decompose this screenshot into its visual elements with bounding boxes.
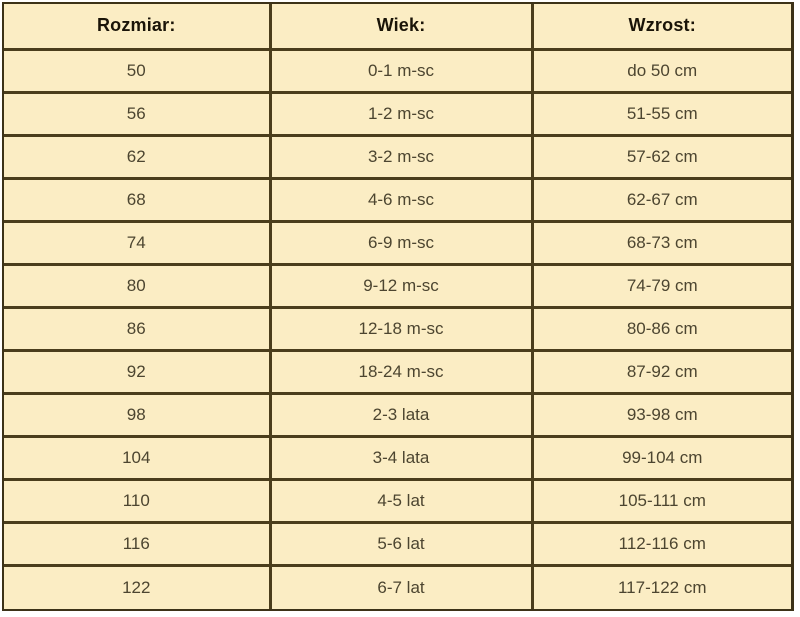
cell-size: 50 [4, 49, 272, 94]
cell-size: 86 [4, 307, 272, 352]
cell-height: 99-104 cm [532, 436, 791, 482]
column-header-wzrost: Wzrost: [532, 4, 791, 51]
table-row: 56 1-2 m-sc 51-55 cm [4, 92, 791, 137]
table-row: 74 6-9 m-sc 68-73 cm [4, 221, 791, 266]
cell-age: 1-2 m-sc [270, 92, 534, 137]
cell-age: 18-24 m-sc [270, 350, 534, 396]
table-row: 50 0-1 m-sc do 50 cm [4, 49, 791, 94]
header-row: Rozmiar: Wiek: Wzrost: [4, 4, 791, 51]
cell-age: 5-6 lat [270, 522, 534, 568]
table-row: 110 4-5 lat 105-111 cm [4, 479, 791, 525]
cell-size: 122 [4, 565, 272, 609]
cell-size: 74 [4, 221, 272, 266]
cell-height: 62-67 cm [532, 178, 791, 223]
cell-age: 3-2 m-sc [270, 135, 534, 180]
cell-height: 74-79 cm [532, 264, 791, 309]
cell-size: 104 [4, 436, 272, 482]
cell-height: do 50 cm [532, 49, 791, 94]
table-row: 68 4-6 m-sc 62-67 cm [4, 178, 791, 223]
table-row: 104 3-4 lata 99-104 cm [4, 436, 791, 482]
cell-age: 0-1 m-sc [270, 49, 534, 94]
cell-height: 105-111 cm [532, 479, 791, 525]
table-row: 80 9-12 m-sc 74-79 cm [4, 264, 791, 309]
cell-height: 93-98 cm [532, 393, 791, 439]
cell-height: 51-55 cm [532, 92, 791, 137]
cell-size: 68 [4, 178, 272, 223]
cell-size: 92 [4, 350, 272, 396]
cell-height: 112-116 cm [532, 522, 791, 568]
table-row: 116 5-6 lat 112-116 cm [4, 522, 791, 568]
table-row: 122 6-7 lat 117-122 cm [4, 565, 791, 609]
table-row: 86 12-18 m-sc 80-86 cm [4, 307, 791, 352]
cell-size: 110 [4, 479, 272, 525]
cell-age: 4-6 m-sc [270, 178, 534, 223]
cell-height: 68-73 cm [532, 221, 791, 266]
table-body: 50 0-1 m-sc do 50 cm 56 1-2 m-sc 51-55 c… [4, 49, 791, 609]
cell-height: 87-92 cm [532, 350, 791, 396]
cell-height: 57-62 cm [532, 135, 791, 180]
cell-age: 4-5 lat [270, 479, 534, 525]
table-row: 98 2-3 lata 93-98 cm [4, 393, 791, 439]
column-header-rozmiar: Rozmiar: [4, 4, 272, 51]
cell-size: 116 [4, 522, 272, 568]
cell-size: 98 [4, 393, 272, 439]
cell-height: 117-122 cm [532, 565, 791, 609]
cell-age: 9-12 m-sc [270, 264, 534, 309]
cell-age: 2-3 lata [270, 393, 534, 439]
cell-size: 56 [4, 92, 272, 137]
cell-size: 62 [4, 135, 272, 180]
table-header: Rozmiar: Wiek: Wzrost: [4, 4, 791, 51]
cell-age: 3-4 lata [270, 436, 534, 482]
cell-height: 80-86 cm [532, 307, 791, 352]
table-row: 92 18-24 m-sc 87-92 cm [4, 350, 791, 396]
size-table-container: Rozmiar: Wiek: Wzrost: 50 0-1 m-sc do 50… [2, 2, 794, 611]
column-header-wiek: Wiek: [270, 4, 534, 51]
cell-size: 80 [4, 264, 272, 309]
cell-age: 6-9 m-sc [270, 221, 534, 266]
size-chart-table: Rozmiar: Wiek: Wzrost: 50 0-1 m-sc do 50… [4, 4, 791, 609]
cell-age: 6-7 lat [270, 565, 534, 609]
cell-age: 12-18 m-sc [270, 307, 534, 352]
table-row: 62 3-2 m-sc 57-62 cm [4, 135, 791, 180]
